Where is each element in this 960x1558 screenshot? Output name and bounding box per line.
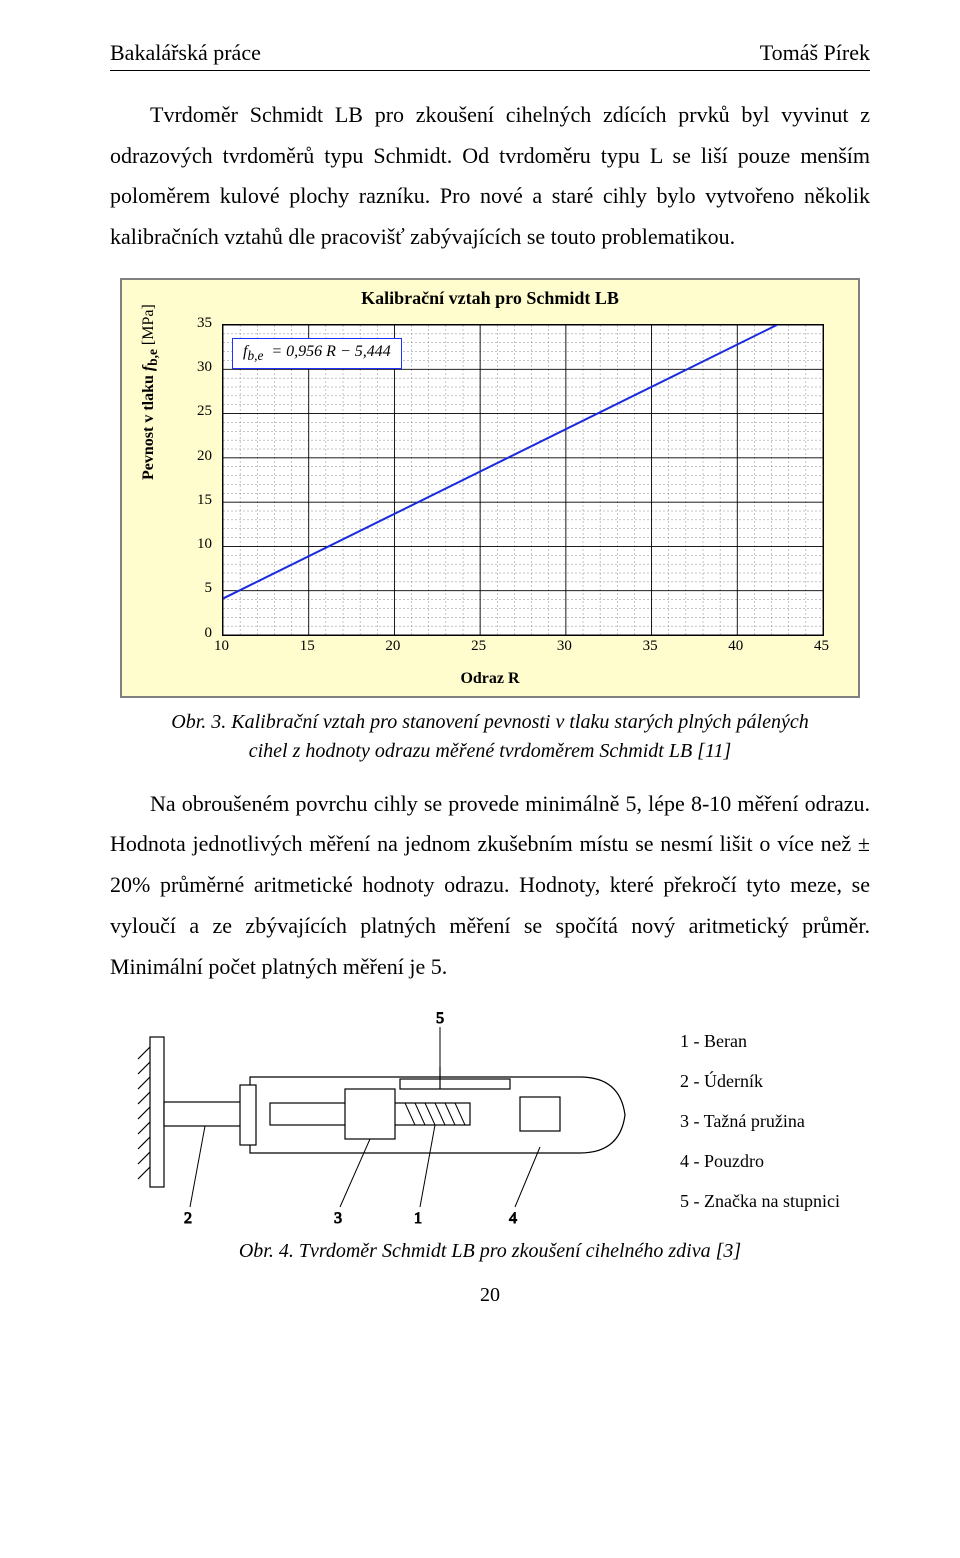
ytick-30: 30	[197, 359, 212, 376]
calibration-chart: Kalibrační vztah pro Schmidt LB Pevnost …	[120, 278, 860, 698]
header-left: Bakalářská práce	[110, 40, 261, 66]
xtick-30: 30	[557, 638, 572, 655]
xtick-45: 45	[814, 638, 829, 655]
ytick-20: 20	[197, 448, 212, 465]
svg-text:5: 5	[436, 1010, 444, 1027]
chart-ylabel: Pevnost v tlaku fb,e [MPa]	[140, 304, 161, 480]
chart-formula-box: fb,e = 0,956 R − 5,444	[232, 338, 402, 369]
chart-plot-area	[222, 324, 824, 636]
ytick-5: 5	[205, 580, 213, 597]
xtick-35: 35	[643, 638, 658, 655]
xtick-40: 40	[728, 638, 743, 655]
legend-5: 5 - Značka na stupnici	[680, 1191, 840, 1211]
svg-text:4: 4	[509, 1210, 517, 1227]
svg-text:1: 1	[414, 1210, 422, 1227]
ytick-10: 10	[197, 536, 212, 553]
ytick-25: 25	[197, 403, 212, 420]
figure-3-caption: Obr. 3. Kalibrační vztah pro stanovení p…	[170, 708, 810, 766]
legend-1: 1 - Beran	[680, 1031, 747, 1051]
ytick-15: 15	[197, 492, 212, 509]
xtick-25: 25	[471, 638, 486, 655]
svg-text:3: 3	[334, 1210, 342, 1227]
header-right: Tomáš Pírek	[760, 40, 870, 66]
paragraph-2: Na obroušeném povrchu cihly se provede m…	[110, 784, 870, 987]
xtick-15: 15	[300, 638, 315, 655]
legend-4: 4 - Pouzdro	[680, 1151, 764, 1171]
chart-xlabel: Odraz R	[122, 670, 858, 688]
xtick-10: 10	[214, 638, 229, 655]
schmidt-lb-diagram: 5 2 3 1 4 1 - Beran 2 - Úderník 3 - Tažn…	[120, 1007, 860, 1227]
legend-3: 3 - Tažná pružina	[680, 1111, 805, 1131]
figure-4-caption: Obr. 4. Tvrdoměr Schmidt LB pro zkoušení…	[170, 1237, 810, 1266]
ytick-35: 35	[197, 315, 212, 332]
chart-title: Kalibrační vztah pro Schmidt LB	[122, 288, 858, 309]
header-rule	[110, 70, 870, 71]
paragraph-1: Tvrdoměr Schmidt LB pro zkoušení cihelný…	[110, 95, 870, 258]
legend-2: 2 - Úderník	[680, 1070, 763, 1091]
page-number: 20	[110, 1284, 870, 1307]
ytick-0: 0	[205, 625, 213, 642]
svg-text:2: 2	[184, 1210, 192, 1227]
xtick-20: 20	[385, 638, 400, 655]
